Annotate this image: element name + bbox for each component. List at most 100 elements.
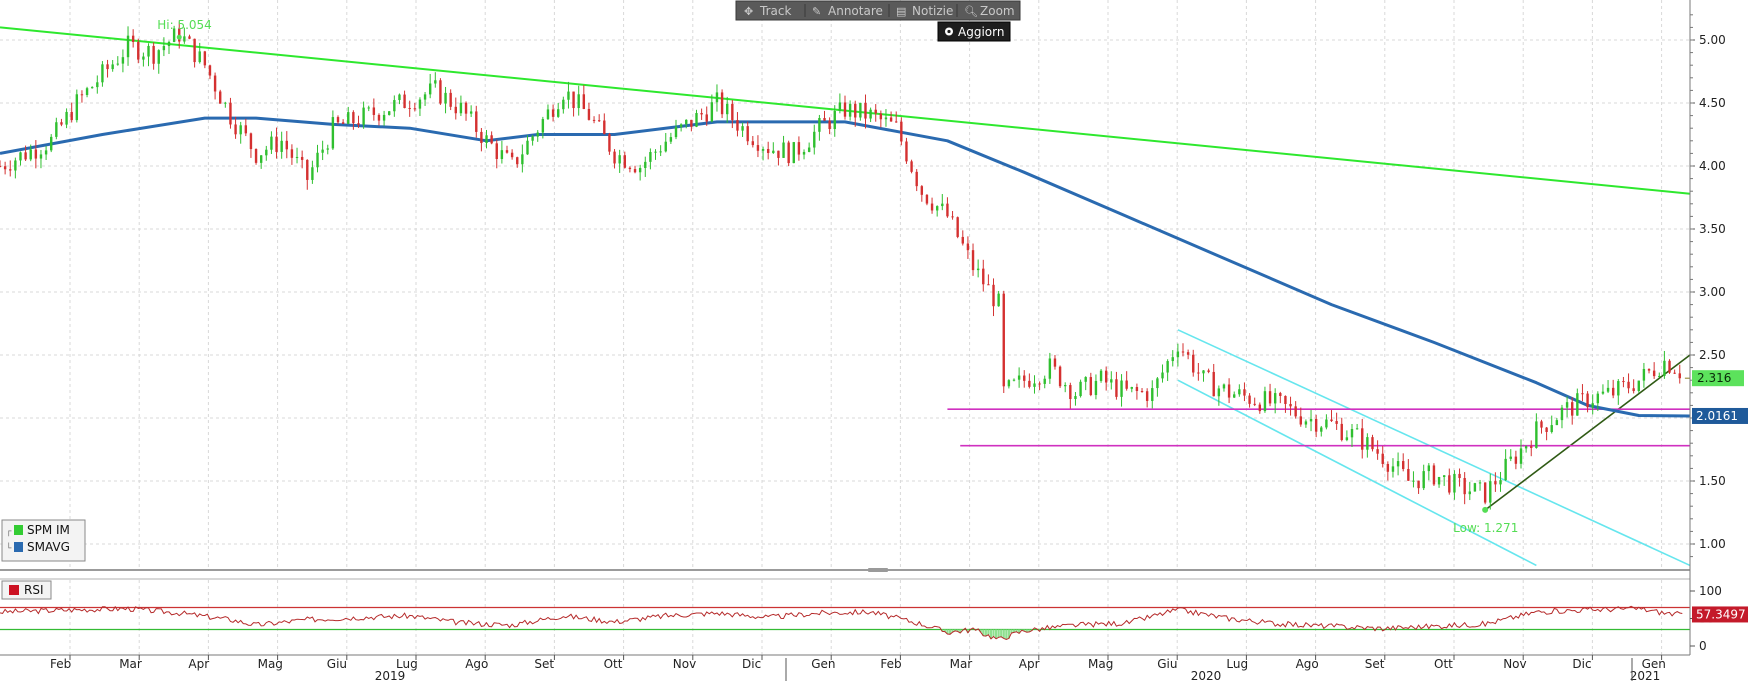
candle-body (1335, 421, 1338, 424)
candle-body (966, 243, 970, 251)
candle-body (1110, 379, 1113, 383)
candle-body (1243, 389, 1246, 396)
candle-body (1023, 375, 1026, 381)
candle-body (306, 159, 309, 180)
candle-body (659, 151, 662, 153)
candle-body (536, 132, 539, 137)
candle-body (756, 145, 760, 151)
candle-body (1391, 466, 1395, 472)
candle-body (270, 136, 273, 150)
candle-body (1565, 402, 1569, 408)
candle-body (70, 111, 73, 121)
trendline-channel-upper[interactable] (1177, 329, 1691, 567)
high-marker (176, 34, 182, 40)
update-button[interactable]: Aggiorn (937, 21, 1011, 42)
candle-body (234, 124, 237, 135)
candle-body (480, 131, 483, 144)
candle-body (587, 108, 591, 120)
panel-separator[interactable] (0, 570, 1756, 580)
candle-body (90, 87, 94, 89)
candle-body (597, 120, 601, 122)
legend-label[interactable]: SMAVG (27, 540, 70, 554)
candle-body (1299, 416, 1302, 425)
candle-body (1514, 456, 1518, 464)
legend-label[interactable]: SPM IM (27, 523, 70, 537)
candle-body (1442, 475, 1446, 477)
series-line-rsi[interactable] (0, 605, 1683, 641)
candle-body (1402, 461, 1405, 470)
candle-body (285, 140, 288, 150)
candle-body (1263, 391, 1267, 412)
candle-body (715, 92, 719, 103)
candle-body (152, 45, 155, 64)
legend-swatch (14, 542, 23, 552)
candle-body (705, 114, 708, 122)
candle-body (1555, 420, 1559, 426)
candle-body (111, 64, 114, 70)
year-label: 2021 (1630, 669, 1661, 681)
candle-body (1560, 407, 1564, 421)
month-tick-label: Feb (50, 657, 71, 671)
candle-body (746, 126, 749, 142)
candle-body (500, 150, 504, 160)
series-line-smavg[interactable] (0, 116, 1691, 418)
candle-body (418, 99, 422, 109)
candle-body (1663, 360, 1666, 376)
candle-body (510, 152, 514, 158)
candle-body (198, 51, 201, 63)
candle-body (142, 56, 145, 60)
candle-body (946, 203, 949, 217)
month-tick-label: Ott (604, 657, 623, 671)
candle-body (1253, 403, 1256, 405)
update-button-bg[interactable] (937, 21, 1011, 42)
candle-body (823, 118, 826, 121)
candle-body (1238, 389, 1241, 395)
candle-body (50, 136, 53, 151)
candle-body (1611, 387, 1615, 396)
candle-body (331, 117, 335, 149)
month-tick-label: Giu (327, 657, 347, 671)
candle-body (454, 106, 457, 114)
candle-body (1161, 372, 1164, 379)
candle-body (244, 125, 248, 134)
candle-body (618, 155, 621, 164)
candle-body (905, 141, 908, 162)
candle-body (336, 117, 340, 123)
candle-body (1227, 384, 1231, 398)
candle-body (1140, 390, 1144, 392)
candle-body (1156, 378, 1159, 389)
month-tick-label: Mar (950, 657, 973, 671)
candle-body (1028, 380, 1031, 387)
candle-body (1222, 384, 1226, 389)
candle-body (664, 141, 667, 152)
candle-body (249, 133, 253, 150)
trendline-support-rise[interactable] (1484, 354, 1691, 511)
candle-body (1540, 421, 1543, 428)
candle-body (1366, 437, 1369, 450)
candle-body (751, 141, 755, 146)
toolbar-button-notizie[interactable]: ▤ Notizie (890, 2, 954, 19)
pencil-icon: ✎ (812, 5, 821, 18)
candle-body (259, 155, 263, 163)
candle-body (1104, 370, 1108, 383)
candle-body (567, 91, 570, 100)
candle-body (1483, 482, 1487, 503)
candle-body (377, 114, 381, 121)
update-button-label: Aggiorn (958, 25, 1004, 39)
toolbar-button-annotare[interactable]: ✎ Annotare (806, 2, 886, 19)
panel-resize-handle[interactable] (868, 568, 888, 572)
candle-body (761, 149, 765, 151)
candle-body (167, 41, 171, 47)
candle-body (1489, 481, 1492, 503)
trendline-channel-lower[interactable] (1177, 379, 1537, 567)
toolbar-button-track[interactable]: ✥ Track (738, 2, 802, 19)
candle-body (1074, 396, 1077, 400)
candle-body (1089, 377, 1093, 396)
candle-body (603, 120, 606, 135)
candle-body (838, 102, 842, 111)
year-label: 2020 (1191, 669, 1222, 681)
toolbar-button-zoom[interactable]: 🔍︎ Zoom (958, 2, 1022, 19)
candle-body (1647, 368, 1651, 371)
year-label: 2019 (375, 669, 406, 681)
